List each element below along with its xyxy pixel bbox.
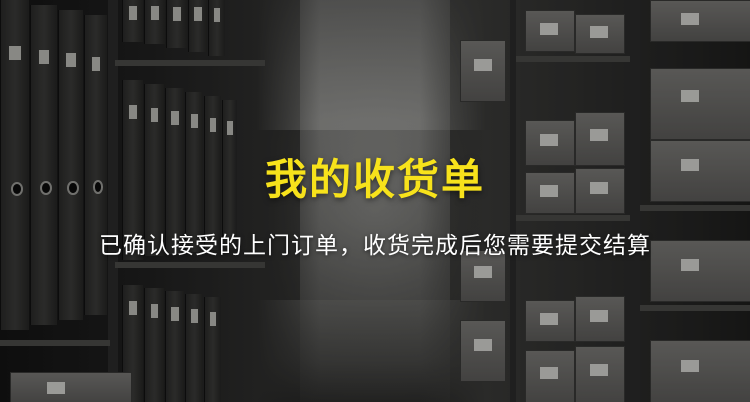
- page-title: 我的收货单: [264, 155, 485, 204]
- page-subtitle: 已确认接受的上门订单，收货完成后您需要提交结算: [99, 233, 651, 259]
- right-boxes: [420, 0, 750, 402]
- left-binders: [0, 0, 320, 402]
